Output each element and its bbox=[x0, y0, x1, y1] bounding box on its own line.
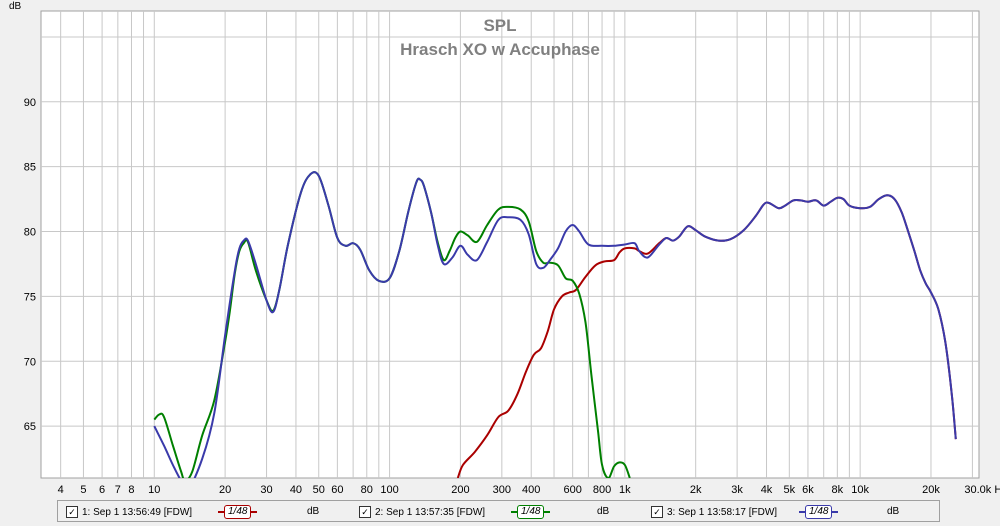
x-tick-label: 60 bbox=[331, 484, 343, 496]
y-tick-label: 75 bbox=[24, 291, 36, 303]
series-layer bbox=[153, 171, 957, 478]
x-tick-label: 4 bbox=[58, 484, 64, 496]
x-tick-labels: 4 5 6 7 8 10 20 30 40 50 60 80 100 200 300 400 600 800 1k 2… bbox=[58, 484, 1000, 496]
smoothing-badge-1[interactable]: 1/48 bbox=[218, 504, 258, 520]
chart-title: SPL bbox=[483, 16, 516, 35]
x-tick-label: 30 bbox=[260, 484, 272, 496]
plot-area bbox=[40, 10, 980, 479]
x-tick-label: 8k bbox=[832, 484, 844, 496]
smoothing-value-1: 1/48 bbox=[224, 505, 252, 519]
x-tick-label: 8 bbox=[128, 484, 134, 496]
legend-unit-1: dB bbox=[307, 506, 320, 517]
smoothing-value-2: 1/48 bbox=[517, 505, 545, 519]
x-tick-label: 5k bbox=[784, 484, 796, 496]
x-tick-label: 20k bbox=[922, 484, 940, 496]
legend-item-1[interactable]: ✓ 1: Sep 1 13:56:49 [FDW] bbox=[66, 504, 192, 520]
smoothing-badge-2[interactable]: 1/48 bbox=[511, 504, 551, 520]
x-tick-label: 600 bbox=[563, 484, 581, 496]
x-tick-label: 800 bbox=[593, 484, 611, 496]
x-tick-label: 2k bbox=[690, 484, 702, 496]
x-tick-label: 1k bbox=[619, 484, 631, 496]
legend-checkbox-2[interactable]: ✓ bbox=[359, 506, 371, 518]
legend-label-2: 2: Sep 1 13:57:35 [FDW] bbox=[375, 506, 486, 518]
legend-label-1: 1: Sep 1 13:56:49 [FDW] bbox=[82, 506, 193, 518]
legend-checkbox-3[interactable]: ✓ bbox=[651, 506, 663, 518]
legend-checkbox-1[interactable]: ✓ bbox=[66, 506, 78, 518]
x-tick-label: 5 bbox=[80, 484, 86, 496]
legend-bar: ✓ 1: Sep 1 13:56:49 [FDW] 1/48 dB ✓ 2: S… bbox=[57, 500, 940, 522]
x-tick-label: 50 bbox=[313, 484, 325, 496]
smoothing-badge-3[interactable]: 1/48 bbox=[799, 504, 839, 520]
x-tick-label: 3k bbox=[731, 484, 743, 496]
y-axis-unit: dB bbox=[9, 1, 22, 12]
x-tick-label: 4k bbox=[761, 484, 773, 496]
series-line-3 bbox=[153, 171, 957, 478]
x-tick-label: 6k bbox=[802, 484, 814, 496]
legend-unit-3: dB bbox=[887, 506, 900, 517]
x-tick-label: 40 bbox=[290, 484, 302, 496]
y-tick-labels: 65 70 75 80 85 90 bbox=[24, 97, 36, 433]
y-tick-label: 65 bbox=[24, 421, 36, 433]
chart-subtitle: Hrasch XO w Accuphase bbox=[400, 40, 600, 59]
x-tick-label: 200 bbox=[451, 484, 469, 496]
x-tick-label: 10k bbox=[851, 484, 869, 496]
x-tick-label: 80 bbox=[361, 484, 373, 496]
legend-item-3[interactable]: ✓ 3: Sep 1 13:58:17 [FDW] bbox=[651, 504, 777, 520]
x-tick-label: 30.0k Hz bbox=[964, 484, 1000, 496]
x-tick-label: 300 bbox=[493, 484, 511, 496]
x-tick-label: 100 bbox=[380, 484, 398, 496]
y-tick-label: 80 bbox=[24, 227, 36, 239]
x-tick-label: 7 bbox=[115, 484, 121, 496]
x-tick-label: 6 bbox=[99, 484, 105, 496]
y-tick-label: 70 bbox=[24, 356, 36, 368]
smoothing-value-3: 1/48 bbox=[805, 505, 833, 519]
x-tick-label: 10 bbox=[148, 484, 160, 496]
legend-label-3: 3: Sep 1 13:58:17 [FDW] bbox=[667, 506, 778, 518]
x-tick-label: 20 bbox=[219, 484, 231, 496]
legend-item-2[interactable]: ✓ 2: Sep 1 13:57:35 [FDW] bbox=[359, 504, 485, 520]
x-tick-label: 400 bbox=[522, 484, 540, 496]
y-tick-label: 85 bbox=[24, 162, 36, 174]
y-tick-label: 90 bbox=[24, 97, 36, 109]
legend-unit-2: dB bbox=[597, 506, 610, 517]
